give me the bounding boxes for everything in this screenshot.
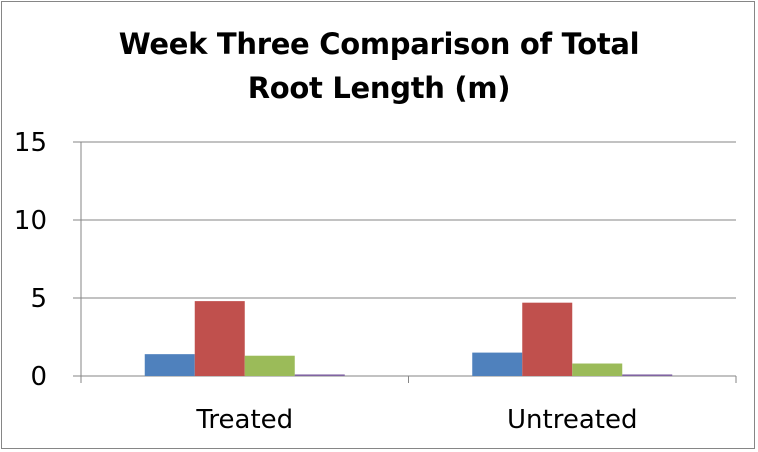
y-tick-label-15: 15 bbox=[14, 128, 47, 158]
bar-series-2-untreated bbox=[522, 302, 573, 376]
bar-series-3-untreated bbox=[572, 363, 623, 376]
y-tick-label-0: 0 bbox=[30, 362, 47, 392]
bar-series-1-treated bbox=[144, 354, 195, 376]
y-tick-label-10: 10 bbox=[14, 206, 47, 236]
bar-series-1-untreated bbox=[472, 352, 523, 376]
bar-series-4-untreated bbox=[622, 374, 673, 376]
x-category-label-treated: Treated bbox=[195, 405, 293, 435]
bar-series-4-treated bbox=[294, 374, 345, 376]
chart-title-line-2: Root Length (m) bbox=[247, 71, 511, 105]
y-tick-label-5: 5 bbox=[30, 284, 47, 314]
chart-title-line-1: Week Three Comparison of Total bbox=[118, 27, 640, 61]
bar-series-3-treated bbox=[244, 355, 295, 376]
bar-series-2-treated bbox=[194, 301, 245, 376]
chart-title: Week Three Comparison of Total Root Leng… bbox=[0, 22, 758, 110]
x-category-label-untreated: Untreated bbox=[507, 405, 637, 435]
